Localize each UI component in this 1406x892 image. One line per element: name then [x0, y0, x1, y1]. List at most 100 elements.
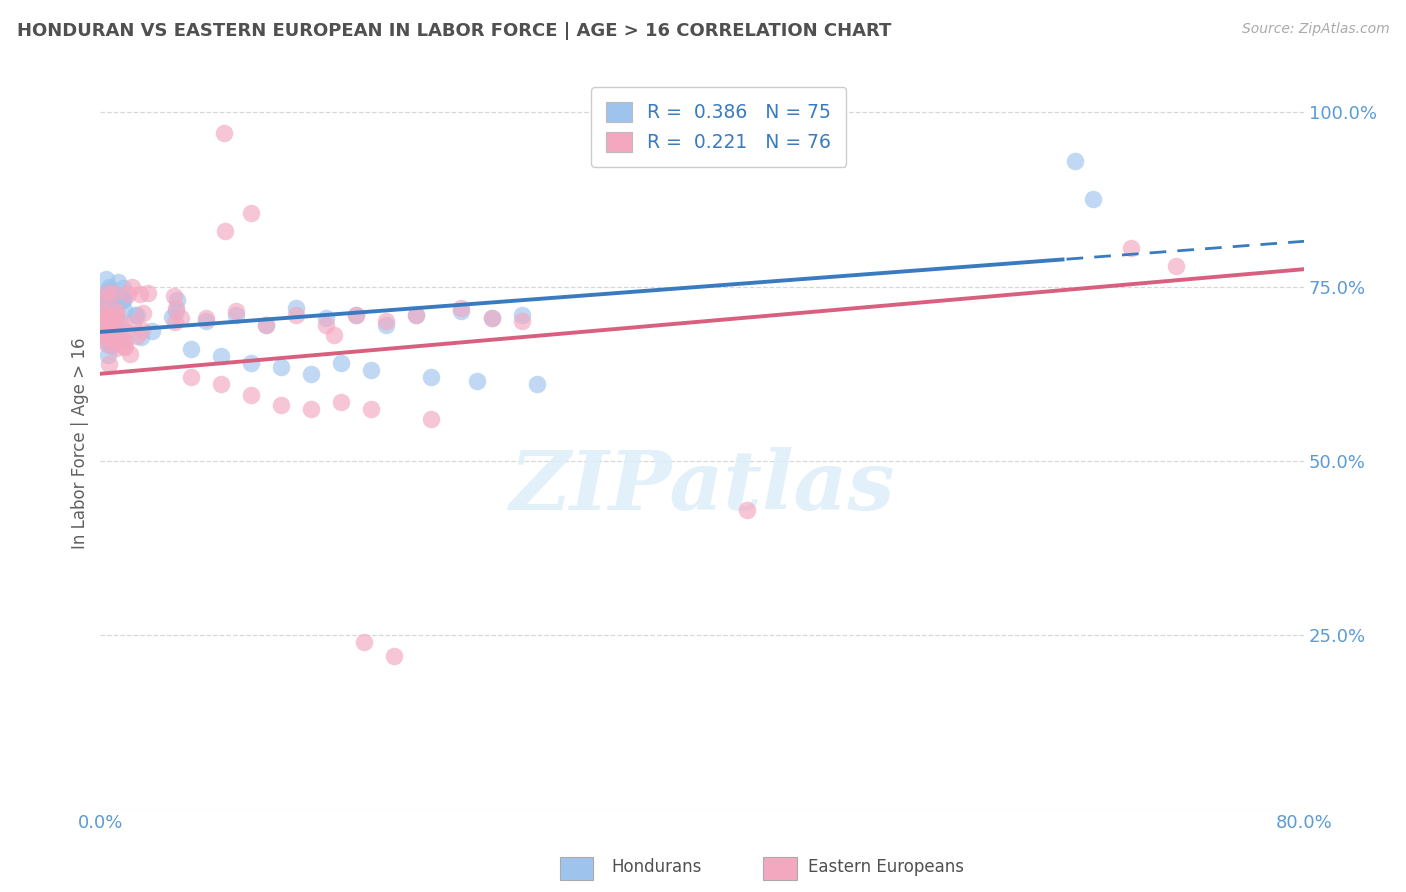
Eastern Europeans [114, 324, 136, 338]
Eastern Europeans [111, 334, 134, 348]
Hondurans [110, 293, 132, 307]
Eastern Europeans [93, 329, 115, 343]
Hondurans [270, 359, 292, 374]
Eastern Europeans [117, 287, 139, 301]
Hondurans [112, 280, 135, 294]
Eastern Europeans [405, 308, 427, 322]
Hondurans [420, 370, 443, 384]
Eastern Europeans [737, 502, 759, 516]
Eastern Europeans [93, 314, 115, 328]
Hondurans [96, 318, 118, 332]
Eastern Europeans [100, 316, 122, 330]
Hondurans [96, 291, 118, 305]
Hondurans [112, 291, 135, 305]
Eastern Europeans [112, 339, 135, 353]
Hondurans [93, 326, 115, 340]
Hondurans [107, 334, 129, 349]
Eastern Europeans [121, 280, 143, 294]
Hondurans [98, 282, 121, 296]
Hondurans [93, 308, 115, 322]
Hondurans [481, 310, 503, 325]
Hondurans [239, 356, 262, 370]
Eastern Europeans [104, 303, 127, 318]
Hondurans [100, 339, 122, 353]
Text: Eastern Europeans: Eastern Europeans [808, 858, 965, 876]
Eastern Europeans [375, 314, 398, 328]
Hondurans [375, 318, 398, 332]
Hondurans [96, 297, 118, 311]
Hondurans [450, 304, 472, 318]
Eastern Europeans [322, 328, 344, 343]
Eastern Europeans [114, 340, 136, 354]
Eastern Europeans [382, 649, 405, 664]
Hondurans [100, 325, 122, 339]
Hondurans [103, 310, 125, 325]
Hondurans [98, 280, 121, 294]
Hondurans [103, 315, 125, 329]
Text: Hondurans: Hondurans [612, 858, 702, 876]
Eastern Europeans [214, 224, 236, 238]
Hondurans [107, 275, 129, 289]
Hondurans [93, 286, 115, 301]
Eastern Europeans [97, 286, 120, 301]
Eastern Europeans [239, 206, 262, 220]
Eastern Europeans [131, 323, 153, 337]
Eastern Europeans [118, 347, 141, 361]
Eastern Europeans [165, 301, 187, 315]
Eastern Europeans [1119, 241, 1142, 255]
Hondurans [104, 329, 127, 343]
Hondurans [94, 334, 117, 348]
Hondurans [103, 330, 125, 344]
Hondurans [96, 330, 118, 344]
Hondurans [101, 323, 124, 337]
Hondurans [129, 330, 152, 344]
Eastern Europeans [105, 306, 128, 320]
Legend: R =  0.386   N = 75, R =  0.221   N = 76: R = 0.386 N = 75, R = 0.221 N = 76 [591, 87, 846, 167]
Hondurans [112, 293, 135, 307]
Hondurans [405, 308, 427, 322]
Eastern Europeans [254, 318, 277, 332]
Eastern Europeans [104, 326, 127, 340]
Hondurans [141, 324, 163, 338]
Hondurans [94, 290, 117, 304]
Hondurans [1064, 154, 1087, 169]
Hondurans [330, 356, 353, 370]
Eastern Europeans [98, 357, 121, 371]
Hondurans [360, 363, 382, 377]
Hondurans [1083, 193, 1105, 207]
Hondurans [94, 293, 117, 307]
Eastern Europeans [96, 309, 118, 323]
Eastern Europeans [209, 377, 232, 392]
Eastern Europeans [344, 308, 367, 322]
Eastern Europeans [103, 285, 125, 300]
Eastern Europeans [239, 387, 262, 401]
Hondurans [299, 367, 322, 381]
Eastern Europeans [450, 301, 472, 315]
Hondurans [526, 377, 548, 392]
Eastern Europeans [225, 304, 247, 318]
Hondurans [315, 310, 337, 325]
Hondurans [98, 325, 121, 339]
Eastern Europeans [104, 312, 127, 326]
Eastern Europeans [96, 311, 118, 326]
Hondurans [107, 313, 129, 327]
Eastern Europeans [100, 315, 122, 329]
Hondurans [194, 314, 217, 328]
Hondurans [209, 349, 232, 363]
Hondurans [114, 334, 136, 348]
Hondurans [107, 332, 129, 346]
Hondurans [510, 308, 533, 322]
Hondurans [284, 301, 307, 315]
Eastern Europeans [330, 394, 353, 409]
Eastern Europeans [353, 635, 375, 649]
Eastern Europeans [270, 398, 292, 412]
Eastern Europeans [163, 315, 186, 329]
Eastern Europeans [96, 331, 118, 345]
Eastern Europeans [93, 322, 115, 336]
Eastern Europeans [481, 310, 503, 325]
Hondurans [101, 332, 124, 346]
Eastern Europeans [93, 310, 115, 324]
Eastern Europeans [108, 316, 131, 330]
Hondurans [98, 305, 121, 319]
Eastern Europeans [360, 401, 382, 416]
